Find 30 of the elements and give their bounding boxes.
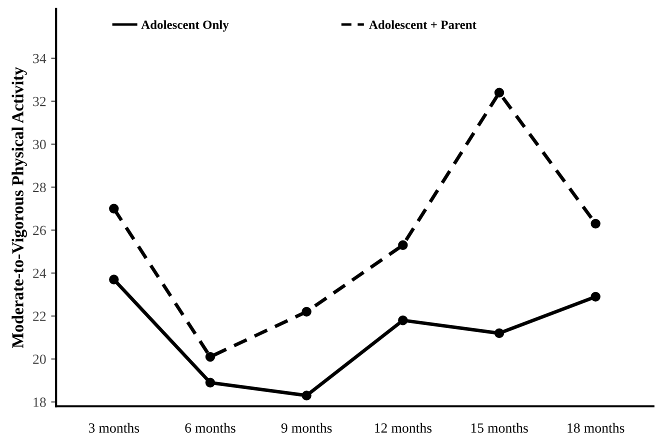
y-tick-label: 34 (33, 54, 46, 64)
point (590, 292, 600, 302)
x-tick-label: 15 months (471, 422, 528, 433)
point (302, 306, 312, 317)
point (590, 218, 600, 229)
y-axis-title: Moderate-to-Vigorous Physical Activity (12, 67, 27, 348)
legend-label: Adolescent Only (141, 20, 229, 32)
y-tick-label: 32 (33, 96, 46, 106)
point (205, 378, 216, 388)
x-tick-label: 9 months (281, 422, 332, 433)
point (494, 328, 504, 338)
x-tick-label: 18 months (568, 422, 624, 433)
point (302, 390, 312, 400)
point (205, 352, 216, 362)
point (398, 315, 408, 326)
y-tick-label: 22 (33, 312, 46, 321)
y-tick-label: 28 (33, 182, 46, 192)
y-tick-label: 18 (34, 398, 46, 407)
point (109, 274, 119, 284)
y-tick-label: 20 (33, 354, 46, 364)
y-tick-label: 24 (33, 268, 46, 278)
x-tick-label: 12 months (375, 422, 432, 433)
y-tick-label: 30 (33, 140, 46, 150)
x-tick-label: 3 months (88, 422, 140, 433)
point (109, 204, 119, 214)
y-tick-label: 26 (33, 226, 46, 236)
point (494, 88, 504, 98)
x-tick-label: 6 months (185, 422, 236, 433)
point (398, 240, 408, 250)
legend-label: Adolescent + Parent (369, 20, 476, 30)
